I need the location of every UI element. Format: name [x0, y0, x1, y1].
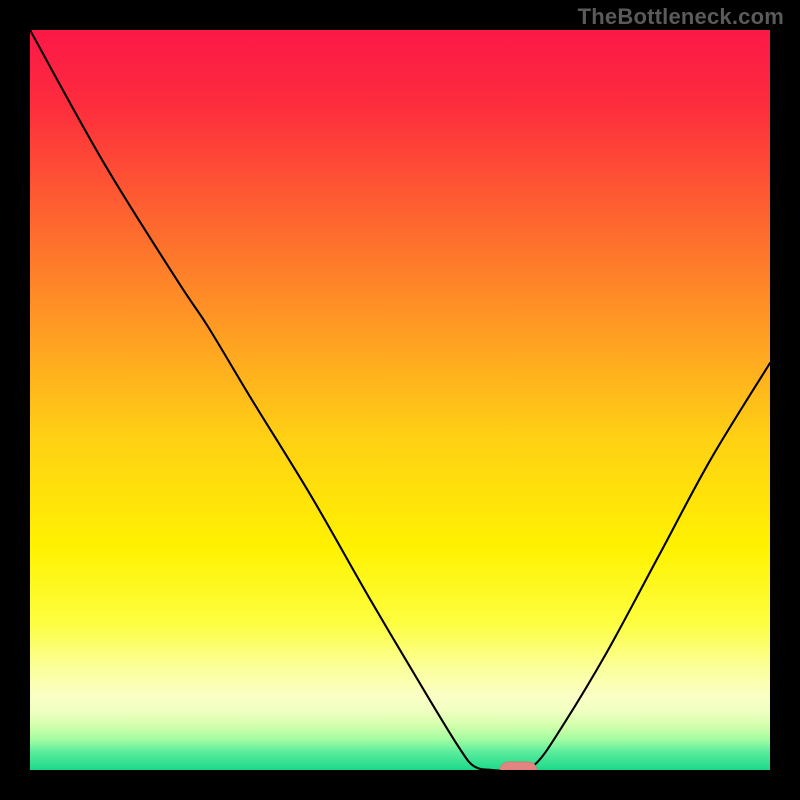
chart-frame: TheBottleneck.com	[0, 0, 800, 800]
plot-svg	[30, 30, 770, 770]
plot-area	[30, 30, 770, 770]
gradient-background	[30, 30, 770, 770]
optimal-marker	[500, 762, 537, 770]
watermark-text: TheBottleneck.com	[578, 4, 784, 30]
